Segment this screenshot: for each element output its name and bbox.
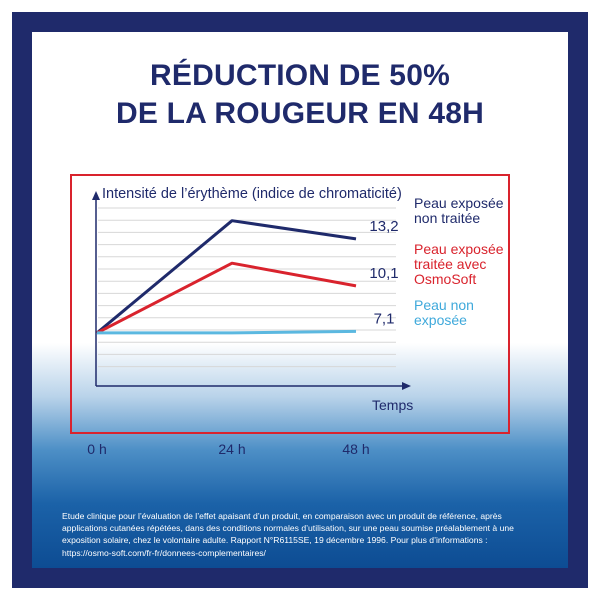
content-panel: RÉDUCTION DE 50% DE LA ROUGEUR EN 48H In… (32, 32, 568, 568)
legend-label: traitée avec (414, 256, 486, 272)
legend-label: Peau non (414, 297, 474, 313)
legend-label: exposée (414, 312, 467, 328)
footnote-line-2: applications cutanées répétées, dans des… (62, 523, 514, 534)
x-tick-label: 0 h (87, 441, 106, 457)
end-value-label: 10,1 (369, 265, 398, 282)
legend-label: Peau exposée (414, 241, 504, 257)
footnote: Etude clinique pour l’évaluation de l’ef… (62, 510, 542, 559)
series-line (97, 329, 357, 335)
end-value-label: 13,2 (369, 218, 398, 235)
outer-frame: RÉDUCTION DE 50% DE LA ROUGEUR EN 48H In… (12, 12, 588, 588)
footnote-line-4: https://osmo-soft.com/fr-fr/donnees-comp… (62, 547, 266, 558)
y-axis-label: Intensité de l’érythème (indice de chrom… (102, 186, 402, 202)
series-line (96, 261, 357, 335)
end-value-label: 7,1 (374, 310, 395, 327)
x-axis-arrow (402, 382, 411, 390)
y-axis-arrow (92, 191, 100, 200)
legend-label: OsmoSoft (414, 271, 476, 287)
title-line-1: RÉDUCTION DE 50% (150, 59, 450, 92)
chart-border (70, 174, 510, 434)
title-line-2: DE LA ROUGEUR EN 48H (116, 97, 484, 130)
series-line (96, 219, 357, 335)
footnote-line-3: exposition solaire, chez le volontaire a… (62, 535, 488, 546)
legend-label: Peau exposée (414, 195, 504, 211)
x-tick-label: 24 h (218, 441, 245, 457)
x-axis-label: Temps (372, 397, 413, 413)
footnote-line-1: Etude clinique pour l’évaluation de l’ef… (62, 511, 502, 521)
x-tick-label: 48 h (342, 441, 369, 457)
line-chart: Intensité de l’érythème (indice de chrom… (87, 186, 504, 457)
legend-label: non traitée (414, 210, 480, 226)
